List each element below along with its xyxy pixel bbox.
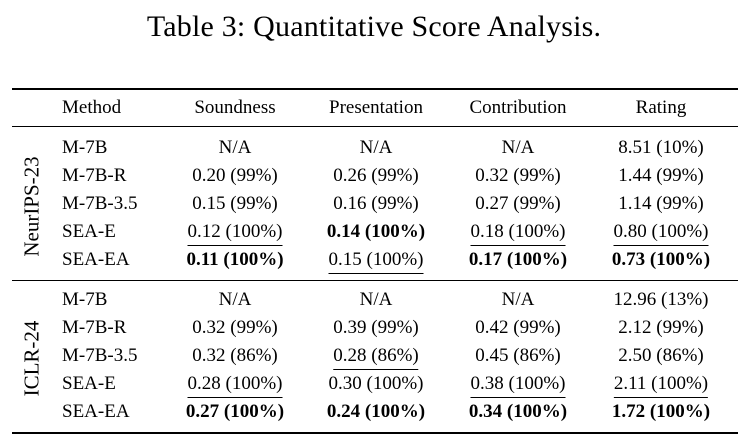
method-cell: SEA-EA [62,249,130,270]
contribution-cell: 0.34 (100%) [468,401,568,422]
header-rule [12,126,738,127]
contribution-cell: 0.27 (99%) [475,193,561,214]
contribution-cell: 0.42 (99%) [475,317,561,338]
header-presentation: Presentation [329,97,423,118]
rating-cell: 0.73 (100%) [611,249,711,270]
rating-cell: 2.11 (100%) [613,372,709,398]
rating-cell: 2.12 (99%) [618,317,704,338]
method-cell: SEA-EA [62,401,130,422]
header-contribution: Contribution [469,97,567,118]
rating-cell: 8.51 (10%) [618,137,704,158]
contribution-cell: 0.17 (100%) [468,249,568,270]
soundness-cell: N/A [218,289,252,310]
soundness-cell: 0.32 (99%) [192,317,278,338]
contribution-cell: N/A [501,289,535,310]
presentation-cell: 0.24 (100%) [326,401,426,422]
group-label: ICLR-24 [19,320,44,396]
method-cell: M-7B [62,137,108,158]
rating-cell: 0.80 (100%) [613,220,709,246]
presentation-cell: 0.16 (99%) [333,193,419,214]
soundness-cell: N/A [218,137,252,158]
header-soundness: Soundness [194,97,276,118]
presentation-cell: 0.26 (99%) [333,165,419,186]
rating-cell: 1.14 (99%) [618,193,704,214]
presentation-cell: N/A [359,289,393,310]
method-cell: M-7B [62,289,108,310]
rating-cell: 2.50 (86%) [618,345,704,366]
contribution-cell: N/A [501,137,535,158]
top-rule [12,88,738,90]
method-cell: M-7B-3.5 [62,345,138,366]
rating-cell: 1.72 (100%) [611,401,711,422]
group-divider-rule [12,280,738,281]
presentation-cell: 0.14 (100%) [326,221,426,242]
bottom-rule [12,432,738,434]
contribution-cell: 0.18 (100%) [470,220,566,246]
method-cell: M-7B-R [62,165,127,186]
rating-cell: 12.96 (13%) [613,289,709,310]
contribution-cell: 0.38 (100%) [470,372,566,398]
soundness-cell: 0.12 (100%) [187,220,283,246]
header-method: Method [62,97,122,118]
soundness-cell: 0.28 (100%) [187,372,283,398]
method-cell: M-7B-3.5 [62,193,138,214]
method-cell: SEA-E [62,373,116,394]
presentation-cell: N/A [359,137,393,158]
rating-cell: 1.44 (99%) [618,165,704,186]
table-caption: Table 3: Quantitative Score Analysis. [146,10,602,43]
contribution-cell: 0.45 (86%) [475,345,561,366]
presentation-cell: 0.30 (100%) [328,373,424,394]
group-label: NeurIPS-23 [19,155,44,257]
contribution-cell: 0.32 (99%) [475,165,561,186]
soundness-cell: 0.20 (99%) [192,165,278,186]
soundness-cell: 0.15 (99%) [192,193,278,214]
method-cell: M-7B-R [62,317,127,338]
presentation-cell: 0.28 (86%) [333,344,419,370]
presentation-cell: 0.15 (100%) [328,248,424,274]
soundness-cell: 0.32 (86%) [192,345,278,366]
soundness-cell: 0.27 (100%) [185,401,285,422]
method-cell: SEA-E [62,221,116,242]
soundness-cell: 0.11 (100%) [186,249,284,270]
header-rating: Rating [635,97,687,118]
presentation-cell: 0.39 (99%) [333,317,419,338]
